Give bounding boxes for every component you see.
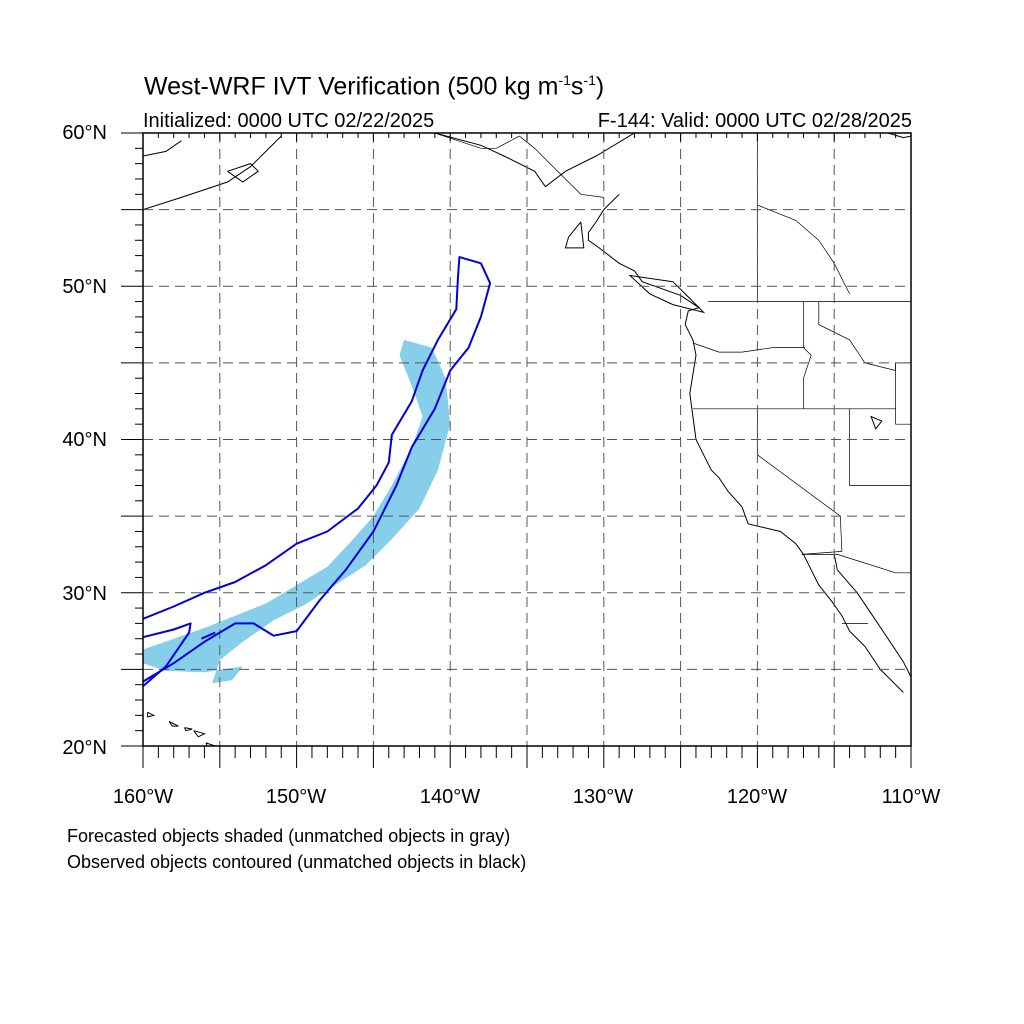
coastline — [184, 727, 193, 732]
lake-outline — [870, 415, 883, 430]
coastline — [628, 274, 706, 314]
state-boundary — [849, 408, 911, 486]
lat-label-50n: 50°N — [62, 276, 107, 298]
observed-contour — [143, 622, 192, 687]
coastline — [564, 221, 585, 249]
lon-label-160w: 160°W — [112, 786, 174, 808]
lon-label-110w: 110°W — [881, 786, 941, 808]
state-boundary — [434, 133, 604, 198]
lat-lon-grid — [143, 133, 911, 746]
coastline — [143, 140, 182, 157]
state-boundary — [757, 204, 850, 295]
lon-label-140w: 140°W — [419, 786, 481, 808]
lat-label-30n: 30°N — [62, 583, 107, 605]
coastline — [434, 133, 635, 188]
valid-time-label: F-144: Valid: 0000 UTC 02/28/2025 — [597, 110, 912, 132]
observed-ivt-contours — [143, 256, 492, 687]
lat-label-60n: 60°N — [62, 122, 107, 144]
state-boundary — [692, 342, 805, 353]
lon-label-120w: 120°W — [726, 786, 788, 808]
coastline — [833, 554, 838, 570]
caption-observed: Observed objects contoured (unmatched ob… — [67, 852, 527, 872]
coastline — [193, 730, 206, 738]
coastline — [887, 133, 911, 139]
map-tick-marks — [121, 132, 912, 768]
lat-label-40n: 40°N — [62, 429, 107, 451]
coastline — [836, 569, 911, 678]
state-boundary — [818, 301, 911, 371]
state-boundary — [801, 554, 911, 574]
initialized-label: Initialized: 0000 UTC 02/22/2025 — [143, 110, 435, 132]
state-boundary — [895, 362, 911, 425]
coastlines — [143, 133, 911, 746]
forecast-object — [143, 339, 451, 684]
observed-contour — [143, 256, 492, 683]
lon-label-150w: 150°W — [265, 786, 327, 808]
observed-contour — [200, 631, 216, 640]
coastline — [227, 163, 259, 183]
caption-forecast: Forecasted objects shaded (unmatched obj… — [67, 826, 511, 846]
coastline — [147, 711, 156, 718]
state-boundary — [757, 408, 843, 555]
political-boundaries — [434, 133, 911, 624]
lat-label-20n: 20°N — [62, 737, 107, 759]
forecast-ivt-objects — [143, 339, 451, 684]
coastline — [143, 135, 282, 211]
map-frame — [142, 132, 912, 747]
state-boundary — [803, 301, 812, 409]
coastline — [587, 193, 904, 693]
coastline — [168, 721, 179, 727]
map-title: West-WRF IVT Verification (500 kg m-1s-1… — [144, 72, 605, 101]
lon-label-130w: 130°W — [572, 786, 634, 808]
